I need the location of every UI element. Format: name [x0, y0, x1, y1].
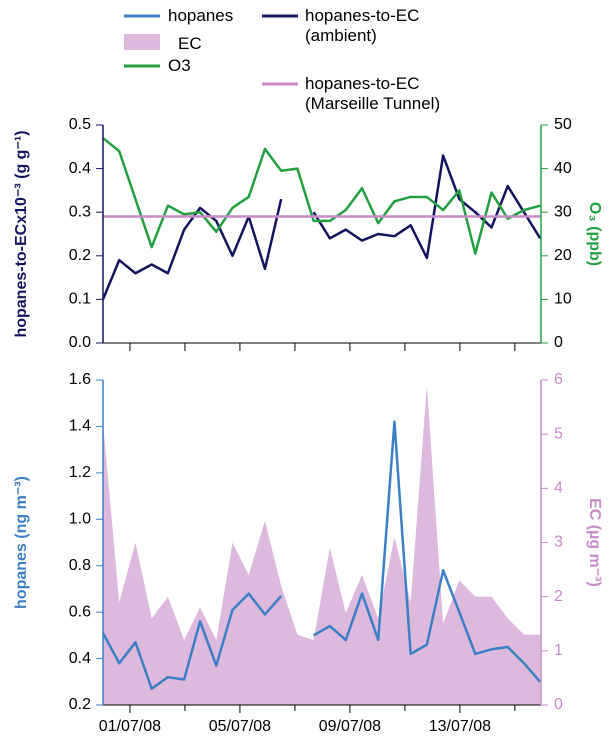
legend-label: hopanes-to-EC (ambient) [305, 6, 420, 45]
y2-tick-label: 50 [554, 116, 572, 133]
y2-tick-label: 3 [554, 534, 563, 551]
y-tick-label: 1.4 [69, 418, 91, 435]
legend-label: O3 [168, 56, 191, 75]
y2-tick-label: 5 [554, 425, 563, 442]
y2-tick-label: 4 [554, 480, 563, 497]
y2-tick-label: 30 [554, 203, 572, 220]
y2-tick-label: 2 [554, 588, 563, 605]
y-tick-label: 0.8 [69, 557, 91, 574]
y2-tick-label: 6 [554, 371, 563, 388]
y2-tick-label: 40 [554, 160, 572, 177]
line [312, 420, 542, 683]
y-tick-label: 0.4 [69, 650, 91, 667]
x-tick-label: 09/07/08 [319, 718, 381, 735]
y2-axis-label: O₃ (ppb) [586, 202, 603, 266]
x-tick-label: 01/07/08 [99, 718, 161, 735]
legend-swatch [124, 34, 160, 50]
line [101, 592, 283, 690]
y-axis-label: hopanes-to-ECx10⁻³ (g g⁻¹) [13, 130, 30, 337]
y-tick-label: 0.0 [69, 334, 91, 351]
y-tick-label: 0.5 [69, 116, 91, 133]
legend-label: hopanes [168, 6, 234, 25]
y2-tick-label: 20 [554, 247, 572, 264]
y-tick-label: 0.1 [69, 291, 91, 308]
y2-tick-label: 0 [554, 334, 563, 351]
y-tick-label: 0.2 [69, 247, 91, 264]
area [103, 385, 541, 705]
y-tick-label: 0.3 [69, 203, 91, 220]
y-tick-label: 1.6 [69, 371, 91, 388]
y-axis-label: hopanes (ng m⁻³) [13, 476, 30, 609]
legend-label: hopanes-to-EC (Marseille Tunnel) [305, 74, 441, 113]
y2-axis-label: EC (µg m⁻³) [586, 498, 603, 587]
y-tick-label: 0.4 [69, 160, 91, 177]
legend-label: EC [178, 34, 202, 53]
y2-tick-label: 1 [554, 642, 563, 659]
line [102, 137, 541, 255]
x-tick-label: 05/07/08 [209, 718, 271, 735]
y-tick-label: 1.2 [69, 464, 91, 481]
x-tick-label: 13/07/08 [429, 718, 491, 735]
y2-tick-label: 0 [554, 696, 563, 713]
y2-tick-label: 10 [554, 291, 572, 308]
y-tick-label: 1.0 [69, 511, 91, 528]
line [101, 198, 283, 300]
y-tick-label: 0.6 [69, 603, 91, 620]
line [312, 154, 542, 260]
y-tick-label: 0.2 [69, 696, 91, 713]
